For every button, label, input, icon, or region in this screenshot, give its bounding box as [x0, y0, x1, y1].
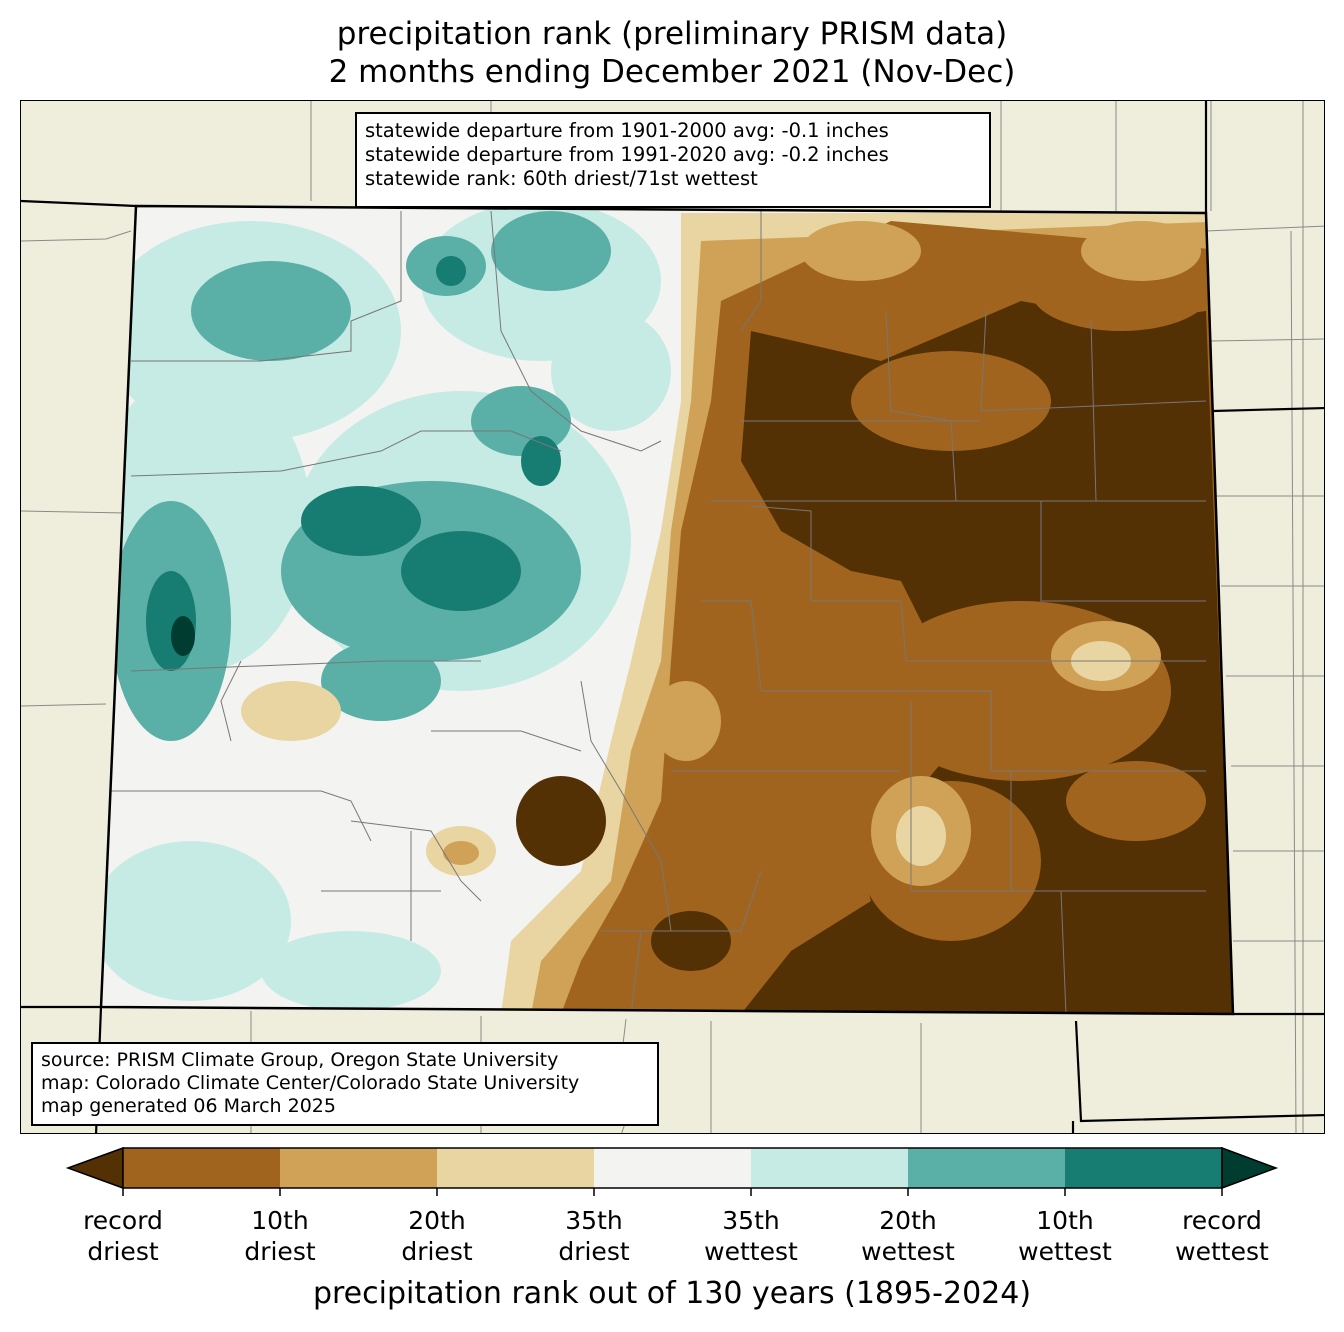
colorbar-segment-6	[908, 1148, 1065, 1188]
colorbar-tick-label-record-wettest: record wettest	[1175, 1206, 1269, 1266]
source-line: source: PRISM Climate Group, Oregon Stat…	[41, 1049, 559, 1071]
colorbar-tick-label-35th-wettest: 35th wettest	[704, 1206, 798, 1266]
colorbar-high-arrow	[1221, 1146, 1279, 1190]
stats-line-1901-2000: statewide departure from 1901-2000 avg: …	[365, 119, 889, 142]
colorbar-segment-7	[1065, 1148, 1222, 1188]
colorado-county-lines	[111, 210, 1207, 1014]
colorbar-segment-3	[437, 1148, 594, 1188]
statewide-stats-box: statewide departure from 1901-2000 avg: …	[355, 112, 991, 208]
map-credit-line: map: Colorado Climate Center/Colorado St…	[41, 1072, 580, 1094]
precipitation-rank-map	[21, 101, 1324, 1133]
map-title-line-2: 2 months ending December 2021 (Nov-Dec)	[328, 54, 1016, 90]
map-panel[interactable]	[20, 100, 1325, 1134]
colorbar-low-arrow	[65, 1146, 124, 1190]
colorbar-axis-label: precipitation rank out of 130 years (189…	[312, 1276, 1032, 1311]
colorbar-segment-4	[594, 1148, 751, 1188]
colorbar-segment-2	[280, 1148, 437, 1188]
generated-date-line: map generated 06 March 2025	[41, 1095, 336, 1117]
colorbar-segment-5	[751, 1148, 908, 1188]
map-title-line-1: precipitation rank (preliminary PRISM da…	[336, 16, 1008, 52]
colorbar-segment-1	[123, 1148, 280, 1188]
colorbar-tick-label-record-driest: record driest	[83, 1206, 163, 1266]
colorbar-tick-label-35th-driest: 35th driest	[558, 1206, 630, 1266]
colorado-rank-fill	[101, 206, 1233, 1014]
stats-line-rank: statewide rank: 60th driest/71st wettest	[365, 167, 758, 190]
colorbar-tick-label-10th-driest: 10th driest	[244, 1206, 316, 1266]
stats-line-1991-2020: statewide departure from 1991-2020 avg: …	[365, 143, 889, 166]
colorbar-tick-label-20th-wettest: 20th wettest	[861, 1206, 955, 1266]
colorbar-tick-label-20th-driest: 20th driest	[401, 1206, 473, 1266]
colorbar	[65, 1146, 1279, 1196]
colorado-border	[99, 204, 1235, 1016]
colorbar-tick-label-10th-wettest: 10th wettest	[1018, 1206, 1112, 1266]
source-box: source: PRISM Climate Group, Oregon Stat…	[31, 1042, 659, 1126]
